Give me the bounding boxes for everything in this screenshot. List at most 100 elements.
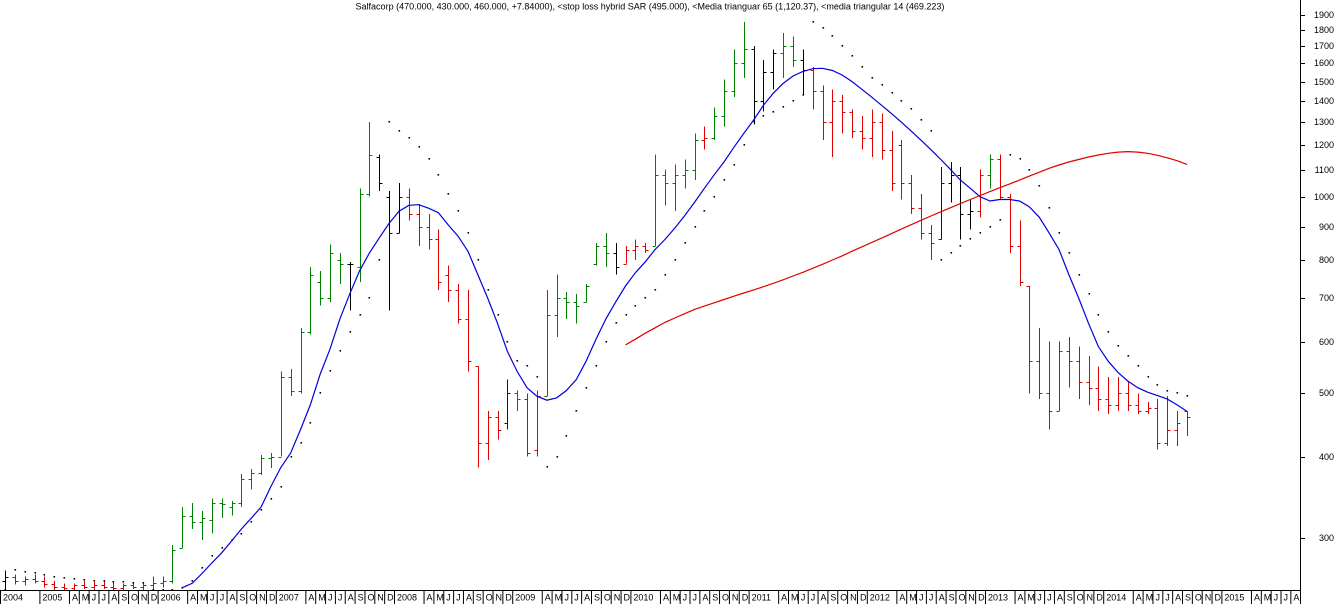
sar-dot bbox=[398, 130, 401, 132]
sar-dot bbox=[240, 533, 243, 535]
sar-dot bbox=[339, 350, 342, 352]
ohlc-bar bbox=[1125, 382, 1132, 411]
sar-dot bbox=[575, 410, 578, 412]
ohlc-bar bbox=[682, 159, 689, 189]
sar-dot bbox=[368, 297, 371, 299]
x-tick-label: D bbox=[624, 592, 631, 602]
ohlc-bar bbox=[760, 59, 767, 112]
ohlc-bar bbox=[465, 289, 472, 372]
x-tick-label: A bbox=[821, 592, 827, 602]
ohlc-bar bbox=[1115, 376, 1122, 411]
x-tick-label: J bbox=[1274, 592, 1279, 602]
x-tick-label: O bbox=[958, 592, 965, 602]
ohlc-bar bbox=[32, 574, 39, 584]
x-tick-label: D bbox=[978, 592, 985, 602]
sar-dot bbox=[250, 521, 253, 523]
ohlc-bar bbox=[632, 239, 639, 260]
sar-dot bbox=[713, 196, 716, 198]
sar-dot bbox=[1127, 355, 1130, 357]
ohlc-bar bbox=[997, 154, 1004, 200]
y-tick-label: 1100 bbox=[1315, 165, 1334, 175]
sar-dot bbox=[53, 576, 56, 578]
ohlc-bar bbox=[967, 199, 974, 230]
ohlc-bar bbox=[317, 270, 324, 306]
x-tick-label: A bbox=[190, 592, 196, 602]
x-tick-label: J bbox=[929, 592, 934, 602]
ohlc-bar bbox=[1046, 341, 1053, 430]
x-tick-label: A bbox=[1018, 592, 1024, 602]
ohlc-bar bbox=[1007, 193, 1014, 253]
moving-average-line bbox=[182, 67, 1188, 589]
sar-dot bbox=[654, 289, 657, 291]
ohlc-bar bbox=[672, 164, 679, 212]
y-tick-label: 1500 bbox=[1314, 77, 1334, 87]
sar-dot bbox=[83, 579, 86, 581]
y-tick-label: 1400 bbox=[1314, 96, 1334, 106]
x-tick-label: J bbox=[102, 592, 107, 602]
x-tick-label: J bbox=[801, 592, 806, 602]
ohlc-bar bbox=[1026, 285, 1033, 394]
ohlc-bar bbox=[948, 161, 955, 203]
sar-dot bbox=[772, 111, 775, 113]
x-tick-label: O bbox=[722, 592, 729, 602]
x-tick-label: N bbox=[1205, 592, 1212, 602]
x-tick-label: M bbox=[1027, 592, 1035, 602]
y-tick-label: 600 bbox=[1319, 337, 1334, 347]
x-tick-label: M bbox=[318, 592, 326, 602]
ohlc-bar bbox=[504, 379, 511, 430]
sar-dot bbox=[388, 121, 391, 123]
ohlc-bar bbox=[1135, 393, 1142, 414]
x-tick-label: 2012 bbox=[870, 592, 890, 602]
x-tick-label: N bbox=[377, 592, 384, 602]
ohlc-bar bbox=[839, 95, 846, 134]
sar-dot bbox=[408, 137, 411, 139]
sar-dot bbox=[1068, 252, 1071, 254]
x-tick-label: N bbox=[968, 592, 975, 602]
ohlc-bar bbox=[662, 169, 669, 206]
ohlc-bar bbox=[554, 274, 561, 337]
sar-dot bbox=[300, 442, 303, 444]
sar-dot bbox=[891, 92, 894, 94]
sar-dot bbox=[979, 232, 982, 234]
x-tick-label: J bbox=[1284, 592, 1289, 602]
ohlc-bar bbox=[22, 576, 29, 586]
x-tick-label: J bbox=[683, 592, 688, 602]
sar-dot bbox=[605, 341, 608, 343]
ohlc-bar bbox=[101, 581, 108, 589]
sar-dot bbox=[221, 547, 224, 549]
sar-dot bbox=[112, 581, 115, 583]
sar-dot bbox=[733, 164, 736, 166]
sar-dot bbox=[260, 509, 263, 511]
sar-dot bbox=[1186, 395, 1189, 397]
ohlc-bar bbox=[701, 126, 708, 150]
ohlc-bar bbox=[455, 284, 462, 324]
x-tick-label: M bbox=[82, 592, 90, 602]
ohlc-bar bbox=[110, 582, 117, 590]
x-tick-label: 2005 bbox=[42, 592, 62, 602]
x-tick-label: N bbox=[496, 592, 503, 602]
sar-dot bbox=[1058, 232, 1061, 234]
ohlc-bar bbox=[623, 246, 630, 265]
ohlc-bar bbox=[258, 455, 265, 475]
sar-dot bbox=[457, 210, 460, 212]
y-tick-label: 1800 bbox=[1314, 25, 1334, 35]
x-tick-label: M bbox=[791, 592, 799, 602]
sar-dot bbox=[762, 115, 765, 117]
sar-dot bbox=[930, 130, 933, 132]
x-tick-label: O bbox=[604, 592, 611, 602]
ohlc-bar bbox=[770, 49, 777, 90]
x-tick-label: A bbox=[663, 592, 669, 602]
ohlc-bar bbox=[514, 390, 521, 411]
sar-dot bbox=[723, 179, 726, 181]
x-tick-label: 2007 bbox=[279, 592, 299, 602]
x-tick-label: D bbox=[1215, 592, 1222, 602]
sar-dot bbox=[595, 365, 598, 367]
ohlc-bar bbox=[908, 174, 915, 215]
ohlc-bar bbox=[248, 468, 255, 490]
sar-dot bbox=[743, 144, 746, 146]
sar-dot bbox=[162, 589, 165, 591]
ohlc-bar bbox=[1154, 399, 1161, 450]
x-tick-label: N bbox=[259, 592, 266, 602]
x-tick-label: D bbox=[505, 592, 512, 602]
sar-dot bbox=[664, 274, 667, 276]
